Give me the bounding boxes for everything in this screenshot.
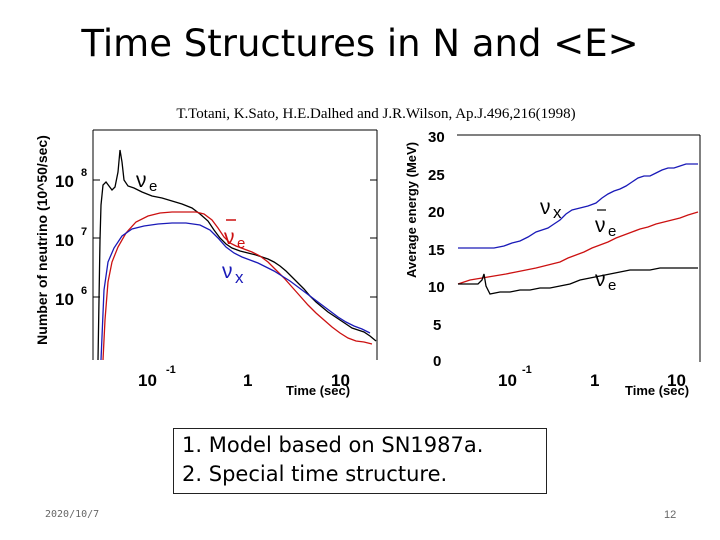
flavor-subscript: x bbox=[235, 268, 244, 287]
right-label-nu-e-bar: ν e bbox=[595, 209, 616, 240]
right-x-tick-exponent: -1 bbox=[522, 364, 532, 376]
left-y-tick-label: 10 bbox=[55, 172, 74, 191]
flavor-subscript: e bbox=[237, 235, 245, 252]
left-x-tick-label: 10 bbox=[138, 371, 157, 390]
flavor-subscript: e bbox=[608, 277, 616, 294]
right-panel: Average energy (MeV) 30 25 20 15 10 5 0 … bbox=[404, 129, 701, 398]
key-point-number: 1. bbox=[182, 433, 203, 457]
right-y-axis-label: Average energy (MeV) bbox=[404, 142, 419, 278]
left-label-nu-e-bar: ν e bbox=[224, 219, 245, 252]
flavor-subscript: x bbox=[553, 203, 562, 222]
left-y-tick-exponent: 6 bbox=[81, 285, 87, 297]
left-y-tick-label: 10 bbox=[55, 231, 74, 250]
left-x-tick-label: 1 bbox=[243, 371, 252, 390]
right-x-axis-label: Time (sec) bbox=[625, 383, 689, 398]
nu-glyph: ν bbox=[224, 226, 235, 249]
left-label-nu-x: ν x bbox=[222, 260, 244, 287]
left-x-tick-exponent: -1 bbox=[166, 364, 176, 376]
key-points-box: 1. Model based on SN1987a. 2. Special ti… bbox=[173, 428, 547, 494]
nu-glyph: ν bbox=[540, 196, 551, 219]
key-points-list: 1. Model based on SN1987a. 2. Special ti… bbox=[182, 431, 546, 489]
right-y-tick-label: 30 bbox=[428, 129, 445, 146]
right-label-nu-x: ν x bbox=[540, 196, 562, 222]
key-point-number: 2. bbox=[182, 462, 203, 486]
slide-title: Time Structures in N and <E> bbox=[81, 22, 639, 65]
left-x-axis-label: Time (sec) bbox=[286, 383, 350, 398]
left-curve-nu-e-bar bbox=[102, 211, 373, 361]
nu-glyph: ν bbox=[595, 268, 606, 291]
slide-page-number: 12 bbox=[664, 509, 677, 521]
nu-glyph: ν bbox=[595, 214, 606, 237]
left-curve-nu-e bbox=[97, 149, 377, 361]
left-y-tick-label: 10 bbox=[55, 290, 74, 309]
key-point-item: 2. Special time structure. bbox=[182, 460, 546, 489]
left-label-nu-e: ν e bbox=[136, 169, 157, 195]
key-point-text: Model based on SN1987a. bbox=[208, 433, 484, 457]
right-label-nu-e: ν e bbox=[595, 268, 616, 294]
left-curve-nu-x bbox=[100, 222, 371, 361]
flavor-subscript: e bbox=[608, 223, 616, 240]
left-y-tick-exponent: 7 bbox=[81, 226, 87, 238]
right-x-tick-label: 10 bbox=[667, 371, 686, 390]
left-panel: Number of neutrino (10^50/sec) 10 8 10 7… bbox=[34, 129, 378, 398]
nu-glyph: ν bbox=[222, 260, 233, 283]
right-curve-nu-e-bar bbox=[457, 211, 699, 285]
left-y-axis-label: Number of neutrino (10^50/sec) bbox=[34, 135, 50, 345]
key-point-text: Special time structure. bbox=[208, 462, 448, 486]
left-y-tick-3: 10 6 bbox=[55, 285, 87, 309]
nu-glyph: ν bbox=[136, 169, 147, 192]
left-y-tick-2: 10 7 bbox=[55, 226, 87, 250]
right-curve-nu-e bbox=[458, 267, 698, 295]
key-point-item: 1. Model based on SN1987a. bbox=[182, 431, 546, 460]
right-y-tick-label: 0 bbox=[433, 353, 441, 370]
flavor-subscript: e bbox=[149, 178, 157, 195]
right-x-tick-label: 10 bbox=[498, 371, 517, 390]
left-y-tick-exponent: 8 bbox=[81, 167, 87, 179]
citation: T.Totani, K.Sato, H.E.Dalhed and J.R.Wil… bbox=[176, 106, 576, 122]
right-y-tick-label: 15 bbox=[428, 242, 445, 259]
right-y-tick-label: 10 bbox=[428, 279, 445, 296]
left-y-tick-1: 10 8 bbox=[55, 167, 87, 191]
left-x-tick-label: 10 bbox=[331, 371, 350, 390]
slide-date: 2020/10/7 bbox=[45, 509, 100, 520]
right-y-tick-label: 5 bbox=[433, 317, 441, 334]
right-x-tick-label: 1 bbox=[590, 371, 599, 390]
neutrino-figure: Number of neutrino (10^50/sec) 10 8 10 7… bbox=[34, 129, 701, 398]
right-curve-nu-x bbox=[458, 163, 698, 249]
right-y-tick-label: 25 bbox=[428, 167, 445, 184]
right-y-tick-label: 20 bbox=[428, 204, 445, 221]
